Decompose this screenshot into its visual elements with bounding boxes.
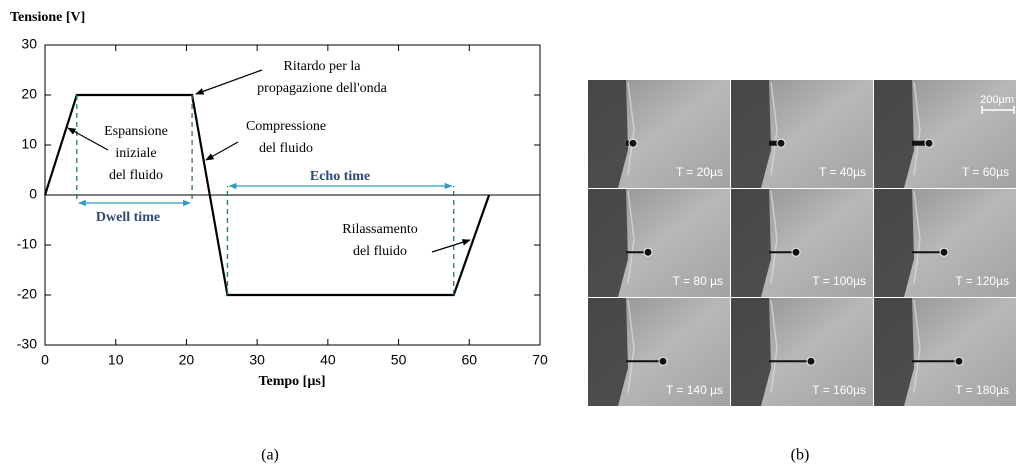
- y-tick-label: 20: [21, 86, 37, 102]
- x-tick-label: 50: [391, 352, 407, 368]
- annotation: Compressione: [246, 119, 326, 134]
- x-tick-label: 40: [320, 352, 336, 368]
- droplet: [628, 138, 638, 148]
- frame-label: T = 80 µs: [673, 274, 723, 288]
- frame-label: T = 160µs: [812, 383, 866, 397]
- x-tick-label: 20: [179, 352, 195, 368]
- x-tick-label: 60: [461, 352, 477, 368]
- photo-frame: T = 180µs: [874, 298, 1016, 406]
- photo-frame: T = 140 µs: [588, 298, 730, 406]
- scale-bar: [981, 106, 1015, 114]
- frame-label: T = 20µs: [676, 165, 723, 179]
- photo-frame: T = 100µs: [731, 189, 873, 297]
- nozzle: [588, 189, 628, 297]
- annotation-arrow: [205, 141, 239, 161]
- annotation: propagazione dell'onda: [257, 81, 387, 96]
- nozzle: [731, 80, 771, 188]
- annotation: iniziale: [115, 146, 156, 161]
- photo-frame: T = 120µs: [874, 189, 1016, 297]
- nozzle: [731, 298, 771, 406]
- x-tick-label: 30: [249, 352, 265, 368]
- frame-label: T = 40µs: [819, 165, 866, 179]
- nozzle: [588, 80, 628, 188]
- nozzle: [874, 298, 914, 406]
- annotation: del fluido: [259, 141, 313, 156]
- droplet: [954, 356, 964, 366]
- annotation: Ritardo per la: [284, 59, 362, 74]
- nozzle-rim: [913, 190, 921, 285]
- x-tick-label: 70: [532, 352, 548, 368]
- nozzle: [588, 298, 628, 406]
- annotation-arrow: [431, 239, 471, 253]
- frame-label: T = 140 µs: [666, 383, 723, 397]
- nozzle: [874, 80, 914, 188]
- droplet: [776, 138, 786, 148]
- annotation: Espansione: [104, 124, 168, 139]
- y-tick-label: -30: [17, 336, 37, 352]
- y-tick-label: -10: [17, 236, 37, 252]
- caption-b: (b): [791, 447, 810, 464]
- nozzle-rim: [770, 81, 778, 176]
- waveform: [43, 93, 491, 297]
- nozzle: [874, 189, 914, 297]
- photo-frame: T = 40µs: [731, 80, 873, 188]
- caption-a: (a): [261, 447, 279, 464]
- droplet: [643, 247, 653, 257]
- y-axis-title: Tensione [V]: [10, 10, 85, 25]
- x-tick-label: 10: [108, 352, 124, 368]
- y-tick-label: 0: [29, 186, 37, 202]
- annotation: del fluido: [109, 168, 163, 183]
- droplet: [939, 247, 949, 257]
- y-tick-label: -20: [17, 286, 37, 302]
- annotation-arrow: [67, 127, 109, 151]
- annotation: Echo time: [310, 169, 370, 184]
- photo-frame: T = 20µs: [588, 80, 730, 188]
- nozzle-rim: [627, 299, 635, 394]
- nozzle-rim: [913, 299, 921, 394]
- droplet: [658, 356, 668, 366]
- nozzle-rim: [913, 81, 921, 176]
- nozzle-rim: [770, 299, 778, 394]
- frame-label: T = 120µs: [955, 274, 1009, 288]
- droplet: [791, 247, 801, 257]
- photo-frame: T = 60µs: [874, 80, 1016, 188]
- nozzle-rim: [627, 81, 635, 176]
- annotation: Dwell time: [96, 210, 160, 225]
- annotation-arrow: [195, 69, 263, 95]
- droplet: [806, 356, 816, 366]
- x-axis-title: Tempo [µs]: [258, 374, 325, 389]
- frame-label: T = 180µs: [955, 383, 1009, 397]
- nozzle-rim: [770, 190, 778, 285]
- y-tick-label: 10: [21, 136, 37, 152]
- y-tick-label: 30: [21, 36, 37, 52]
- nozzle: [731, 189, 771, 297]
- annotation: del fluido: [353, 244, 407, 259]
- frame-label: T = 100µs: [812, 274, 866, 288]
- nozzle-rim: [627, 190, 635, 285]
- x-tick-label: 0: [41, 352, 49, 368]
- frame-label: T = 60µs: [962, 165, 1009, 179]
- droplet: [924, 138, 934, 148]
- photo-frame: T = 80 µs: [588, 189, 730, 297]
- photo-frame: T = 160µs: [731, 298, 873, 406]
- scale-bar-label: 200µm: [980, 94, 1014, 106]
- annotation: Rilassamento: [342, 222, 417, 237]
